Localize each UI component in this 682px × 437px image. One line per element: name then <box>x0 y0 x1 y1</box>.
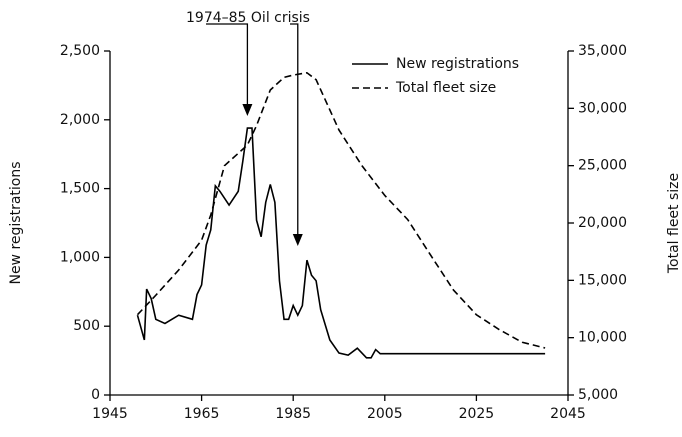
annotation: 1974–85 Oil crisis <box>186 10 310 26</box>
y-tick-label: 2,500 <box>60 43 100 59</box>
y2-tick-label: 10,000 <box>578 330 627 346</box>
y2-tick-label: 20,000 <box>578 215 627 231</box>
series-line <box>136 127 546 359</box>
y2-tick-label: 5,000 <box>578 387 618 403</box>
series-line <box>136 71 546 349</box>
y2-tick-label: 30,000 <box>578 100 627 116</box>
x-tick-label: 1985 <box>275 406 311 422</box>
y2-tick-label: 35,000 <box>578 43 627 59</box>
x-tick-label: 2045 <box>550 406 586 422</box>
y2-tick-label: 25,000 <box>578 158 627 174</box>
y2-axis-label: Total fleet size <box>666 173 682 274</box>
annotation-arrowhead <box>242 104 253 116</box>
x-tick-label: 1965 <box>184 406 220 422</box>
y-tick-label: 1,000 <box>60 249 100 265</box>
legend-label: New registrations <box>396 56 519 72</box>
y-tick-label: 500 <box>73 318 100 334</box>
x-tick-label: 1945 <box>92 406 128 422</box>
y-tick-label: 1,500 <box>60 181 100 197</box>
y2-tick-label: 15,000 <box>578 272 627 288</box>
legend-label: Total fleet size <box>395 80 496 96</box>
y-tick-label: 0 <box>91 387 100 403</box>
y-axis-label: New registrations <box>8 161 24 284</box>
annotation-arrowhead <box>292 234 303 246</box>
annotation-bracket <box>206 23 299 235</box>
x-tick-label: 2025 <box>459 406 495 422</box>
y-tick-label: 2,000 <box>60 112 100 128</box>
x-tick-label: 2005 <box>367 406 403 422</box>
